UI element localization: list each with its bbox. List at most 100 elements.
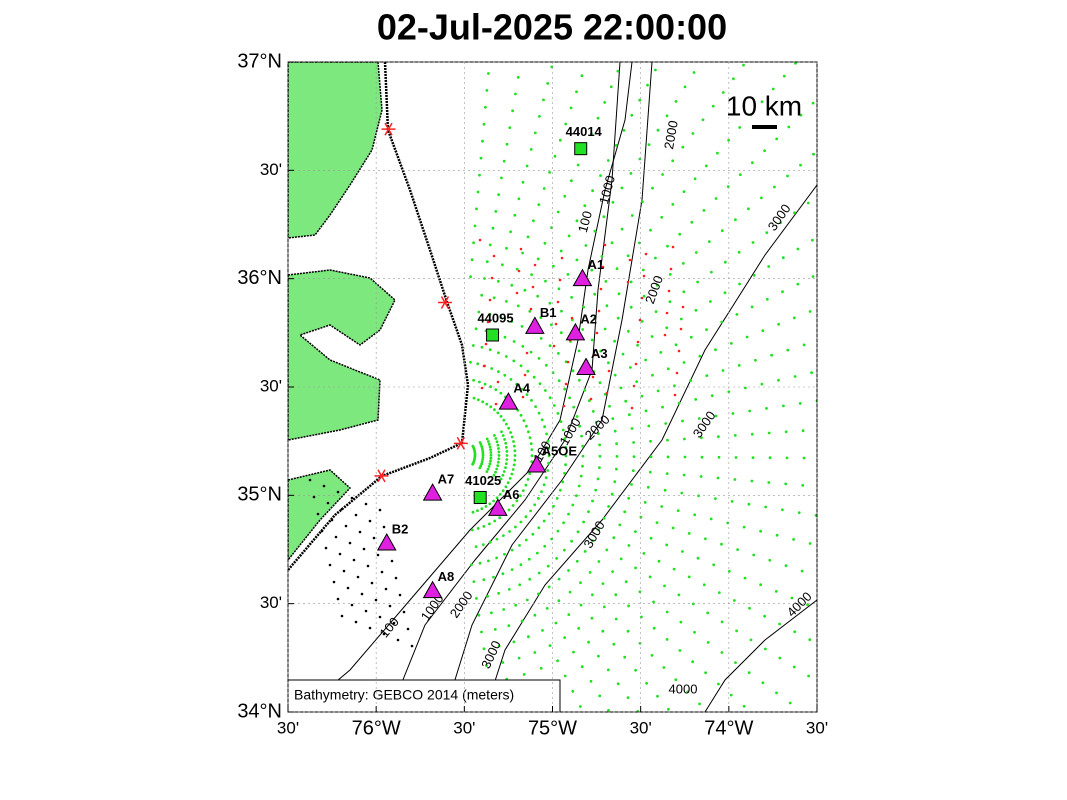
- grid-dot: [610, 241, 614, 245]
- grid-dot: [510, 435, 514, 439]
- grid-dot: [793, 375, 797, 378]
- grid-dot: [511, 504, 515, 507]
- grid-dot: [483, 382, 487, 386]
- grid-dot: [555, 497, 559, 500]
- grid-dot: [794, 62, 797, 65]
- grid-dot: [552, 404, 556, 407]
- grid-dot: [764, 505, 768, 509]
- grid-dot: [582, 305, 585, 309]
- grid-dot: [676, 509, 680, 512]
- grid-dot: [632, 455, 636, 458]
- grid-dot: [557, 599, 561, 603]
- grid-dot: [507, 624, 511, 628]
- grid-dot: [696, 556, 700, 560]
- grid-dot: [782, 74, 786, 78]
- grid-dot: [522, 673, 526, 676]
- grid-dot: [548, 644, 552, 647]
- grid-dot: [593, 292, 597, 296]
- grid-dot: [366, 564, 370, 568]
- grid-dot: [598, 466, 601, 469]
- grid-dot: [629, 366, 632, 369]
- grid-dot: [702, 583, 706, 587]
- grid-dot: [575, 219, 579, 223]
- grid-dot: [687, 532, 691, 535]
- grid-dot: [599, 174, 602, 178]
- grid-dot: [607, 361, 610, 365]
- grid-dot: [737, 364, 741, 367]
- grid-dot: [503, 335, 507, 339]
- grid-dot: [673, 384, 676, 388]
- grid-dot: [499, 415, 503, 418]
- grid-dot: [495, 556, 498, 560]
- grid-dot: [544, 389, 547, 392]
- grid-dot: [530, 454, 534, 458]
- site-marker: [374, 469, 389, 483]
- grid-dot: [505, 445, 508, 449]
- grid-dot: [760, 100, 764, 104]
- grid-dot: [469, 275, 472, 279]
- grid-dot: [486, 467, 490, 471]
- station-label: A5OE: [542, 443, 578, 458]
- grid-dot: [480, 386, 484, 390]
- grid-dot: [494, 437, 498, 440]
- grid-dot: [480, 460, 484, 464]
- grid-dot: [778, 656, 782, 660]
- grid-dot: [579, 581, 582, 585]
- grid-dot: [751, 456, 755, 459]
- grid-dot: [525, 164, 529, 168]
- grid-dot: [683, 437, 686, 441]
- grid-dot: [677, 401, 681, 405]
- grid-dot: [493, 434, 496, 437]
- grid-dot: [811, 275, 815, 278]
- grid-dot: [672, 567, 676, 571]
- grid-dot: [610, 492, 614, 496]
- grid-dot: [382, 632, 386, 636]
- station-marker: [422, 580, 443, 599]
- grid-dot: [508, 477, 512, 480]
- grid-dot: [619, 557, 623, 561]
- x-tick-label: 74°W: [704, 717, 753, 739]
- grid-dot: [515, 382, 519, 386]
- grid-dot: [474, 327, 478, 331]
- grid-dot: [638, 241, 641, 245]
- grid-dot: [748, 409, 752, 413]
- grid-dot: [597, 528, 601, 532]
- grid-dot: [745, 335, 749, 339]
- grid-dot: [485, 437, 489, 441]
- grid-dot: [743, 576, 747, 580]
- grid-dot: [517, 197, 521, 201]
- grid-dot: [693, 513, 697, 517]
- grid-dot: [497, 193, 500, 197]
- grid-dot: [700, 436, 703, 440]
- grid-dot: [751, 241, 755, 244]
- grid-dot: [548, 344, 552, 347]
- grid-dot: [308, 478, 312, 482]
- grid-dot: [470, 563, 473, 567]
- grid-dot: [599, 287, 603, 291]
- grid-dot: [598, 381, 602, 385]
- grid-dot: [533, 651, 537, 654]
- grid-dot: [635, 380, 639, 383]
- grid-dot: [638, 98, 642, 102]
- grid-dot: [735, 629, 738, 633]
- grid-dot: [580, 665, 584, 669]
- grid-dot: [563, 471, 566, 475]
- grid-dot: [752, 273, 756, 277]
- grid-dot: [551, 371, 555, 375]
- grid-dot: [563, 437, 567, 440]
- grid-dot: [671, 203, 675, 206]
- grid-dot: [675, 371, 679, 375]
- grid-dot: [398, 593, 402, 597]
- grid-dot: [324, 546, 328, 550]
- grid-dot: [649, 455, 653, 459]
- grid-dot: [613, 480, 617, 484]
- station-marker: [526, 454, 547, 473]
- grid-dot: [563, 636, 567, 639]
- grid-dot: [747, 671, 751, 675]
- buoy-label: 41025: [465, 473, 501, 488]
- grid-dot: [533, 263, 537, 267]
- grid-dot: [517, 269, 521, 273]
- grid-dot: [572, 405, 576, 409]
- grid-dot: [489, 451, 493, 454]
- grid-dot: [671, 526, 675, 530]
